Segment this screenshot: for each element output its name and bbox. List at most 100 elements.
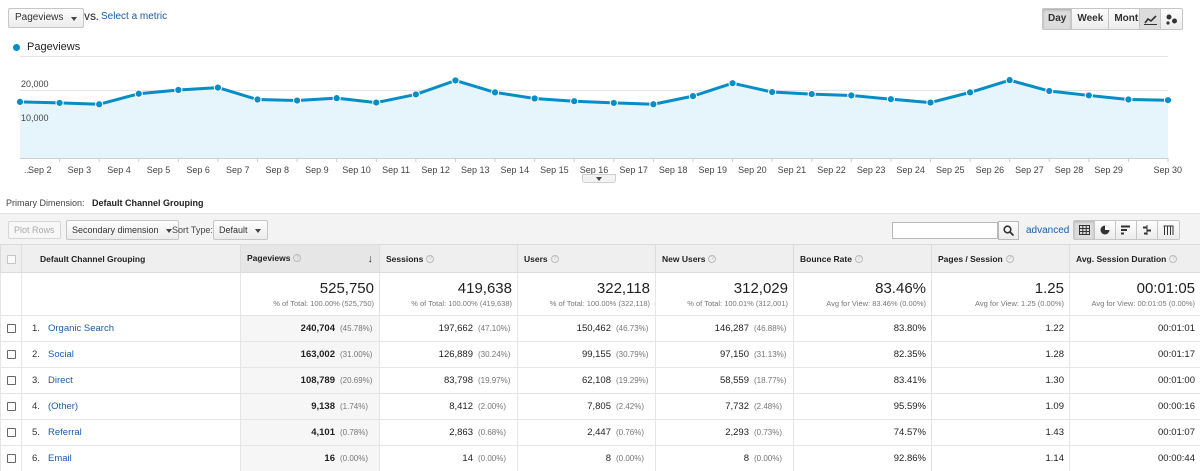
data-point[interactable]: [15, 97, 25, 107]
data-point[interactable]: [1163, 96, 1173, 105]
new-users-cell: 2,293 (0.73%): [655, 419, 794, 446]
vs-label: VS.: [84, 12, 99, 22]
pageviews-cell: 240,704 (45.78%): [240, 315, 380, 342]
range-day-button[interactable]: Day: [1043, 9, 1073, 29]
row-channel-link[interactable]: Email: [48, 453, 72, 464]
x-tick-label: Sep 10: [342, 165, 371, 175]
data-point[interactable]: [688, 92, 698, 101]
row-channel-link[interactable]: (Other): [48, 401, 79, 412]
sessions-percent: (0.68%): [478, 428, 507, 437]
column-header-bounce-rate[interactable]: Bounce Rate?: [793, 244, 932, 273]
help-icon[interactable]: ?: [708, 255, 717, 264]
data-point[interactable]: [490, 88, 500, 97]
sessions-cell: 14 (0.00%): [379, 445, 518, 471]
new-users-percent: (0.73%): [754, 428, 783, 437]
dimension-column-header[interactable]: Default Channel Grouping: [21, 244, 241, 273]
advanced-filter-link[interactable]: advanced: [1026, 225, 1070, 236]
pie-view-button[interactable]: [1095, 221, 1116, 239]
data-point[interactable]: [293, 96, 302, 105]
data-point[interactable]: [570, 97, 579, 106]
sessions-value: 14: [462, 453, 473, 464]
users-percent: (2.42%): [616, 402, 645, 411]
data-point[interactable]: [807, 89, 816, 99]
help-icon[interactable]: ?: [426, 255, 435, 264]
secondary-dimension-select[interactable]: Secondary dimension: [66, 220, 179, 240]
column-header-sessions[interactable]: Sessions?: [379, 244, 518, 273]
pageviews-cell: 4,101 (0.78%): [240, 419, 380, 446]
row-channel-link[interactable]: Referral: [48, 427, 82, 438]
row-checkbox[interactable]: [6, 323, 16, 333]
x-tick-label: Sep 9: [305, 165, 329, 175]
column-header-avg-session-duration[interactable]: Avg. Session Duration?: [1069, 244, 1200, 273]
search-button[interactable]: [998, 221, 1019, 240]
data-point[interactable]: [1005, 76, 1014, 85]
line-chart-button[interactable]: [1140, 9, 1161, 29]
help-icon[interactable]: ?: [1169, 255, 1178, 264]
data-point[interactable]: [1045, 86, 1054, 96]
help-icon[interactable]: ?: [550, 255, 559, 264]
y-tick-label: 20,000: [21, 79, 49, 89]
data-point[interactable]: [886, 95, 895, 104]
select-all-checkbox[interactable]: [7, 254, 16, 264]
data-point[interactable]: [728, 79, 737, 88]
data-point[interactable]: [649, 100, 658, 109]
metric-select[interactable]: Pageviews: [8, 8, 85, 28]
table-search-input[interactable]: [892, 222, 998, 239]
range-week-button[interactable]: Week: [1072, 9, 1110, 29]
data-point[interactable]: [174, 85, 183, 95]
help-icon[interactable]: ?: [293, 254, 302, 263]
row-dimension-cell: 3. Direct: [21, 367, 241, 394]
data-point[interactable]: [213, 83, 223, 92]
data-point[interactable]: [926, 98, 935, 107]
data-point[interactable]: [55, 98, 64, 108]
column-header-pages-per-session[interactable]: Pages / Session?: [931, 244, 1070, 273]
data-point[interactable]: [530, 94, 539, 103]
data-point[interactable]: [1124, 95, 1133, 104]
x-tick-label: Sep 16: [580, 165, 609, 175]
data-point[interactable]: [768, 87, 777, 97]
help-icon[interactable]: ?: [1005, 255, 1014, 264]
sort-type-value: Default: [219, 225, 248, 235]
performance-view-button[interactable]: [1116, 221, 1137, 239]
column-header-new-users[interactable]: New Users?: [655, 244, 794, 273]
motion-chart-button[interactable]: [1161, 9, 1182, 29]
row-checkbox[interactable]: [6, 401, 16, 411]
comparison-view-button[interactable]: [1137, 221, 1158, 239]
pivot-view-button[interactable]: [1158, 221, 1179, 239]
row-checkbox[interactable]: [6, 375, 16, 385]
row-channel-link[interactable]: Social: [48, 349, 74, 360]
data-point[interactable]: [253, 95, 262, 104]
table-row: 6. Email 16 (0.00%) 14 (0.00%) 8 (0.00%) 8 (0.00%…: [0, 445, 1200, 471]
data-point[interactable]: [1084, 91, 1093, 100]
users-percent: (30.79%): [616, 350, 649, 359]
data-point[interactable]: [451, 76, 460, 85]
column-header-pageviews[interactable]: Pageviews? ↓: [240, 244, 380, 273]
chart-collapse-handle[interactable]: [582, 174, 616, 183]
row-checkbox[interactable]: [6, 427, 16, 437]
row-channel-link[interactable]: Direct: [48, 375, 73, 386]
data-point[interactable]: [95, 100, 104, 109]
new-users-percent: (2.48%): [754, 402, 783, 411]
help-icon[interactable]: ?: [854, 255, 863, 264]
select-metric-link[interactable]: Select a metric: [101, 11, 168, 22]
data-table-view-button[interactable]: [1074, 221, 1095, 239]
data-point[interactable]: [609, 98, 618, 108]
data-point[interactable]: [134, 89, 143, 98]
sort-type-select[interactable]: Default: [213, 220, 268, 240]
row-checkbox[interactable]: [6, 453, 16, 463]
row-channel-link[interactable]: Organic Search: [48, 323, 115, 334]
data-point[interactable]: [372, 98, 381, 107]
data-point[interactable]: [332, 94, 341, 103]
data-point[interactable]: [965, 88, 975, 97]
row-checkbox[interactable]: [6, 349, 16, 359]
data-point[interactable]: [411, 90, 420, 99]
data-point[interactable]: [847, 91, 856, 100]
row-number: 2.: [32, 349, 40, 360]
plot-rows-button[interactable]: Plot Rows: [8, 221, 61, 239]
column-header-users[interactable]: Users?: [517, 244, 656, 273]
primary-dimension-value[interactable]: Default Channel Grouping: [92, 198, 204, 208]
row-dimension-cell: 5. Referral: [21, 419, 241, 446]
column-label: New Users: [662, 253, 706, 264]
total-value: 419,638: [457, 279, 512, 297]
